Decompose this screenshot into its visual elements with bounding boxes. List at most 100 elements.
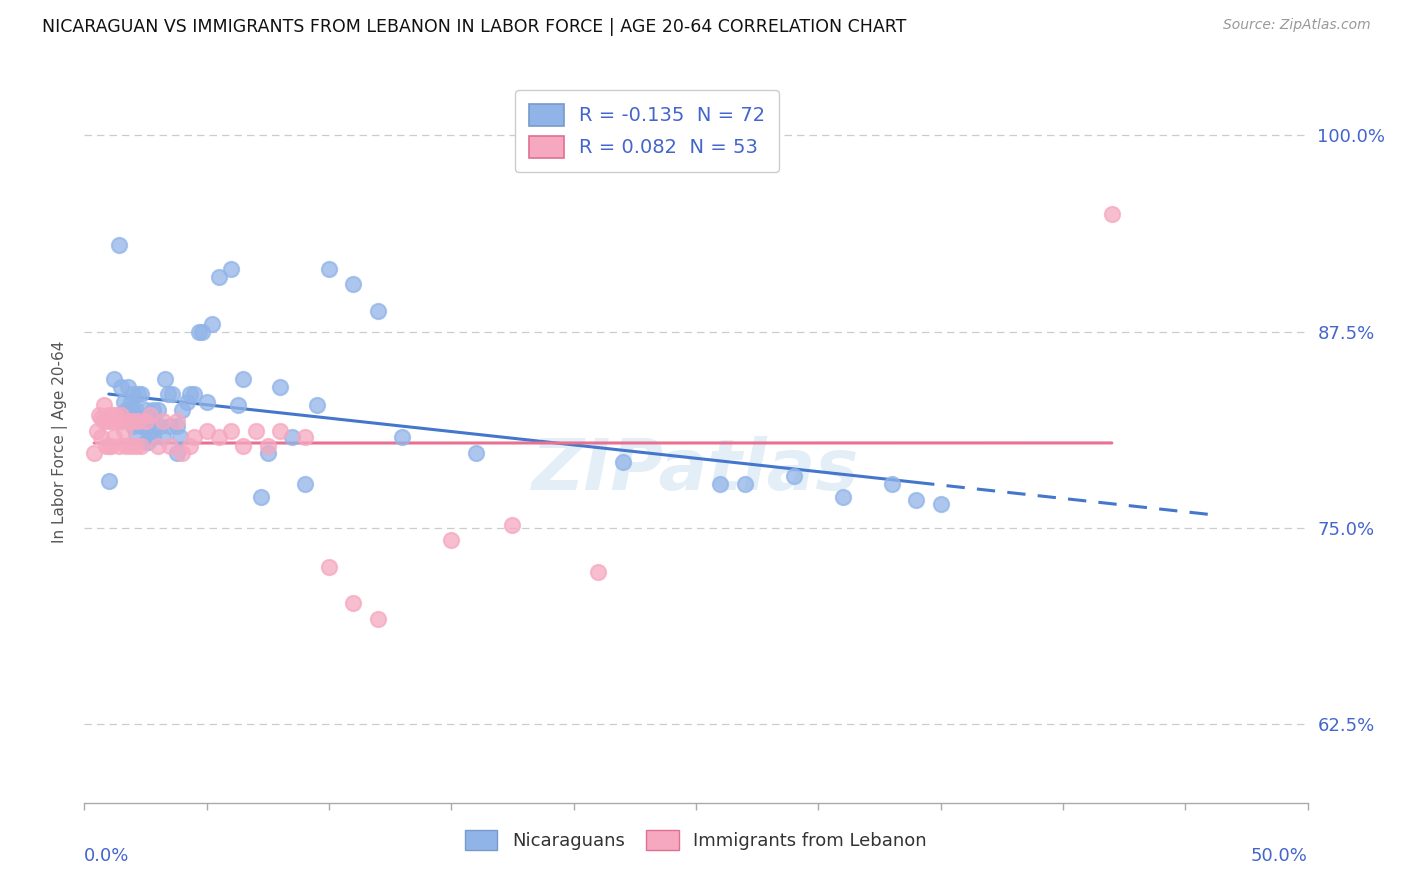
Point (294, 477, 316, 491)
Point (83, 445, 105, 459)
Point (142, 403, 165, 417)
Point (188, 325, 211, 339)
Point (107, 238, 129, 252)
Point (122, 414, 145, 428)
Point (153, 372, 176, 386)
Point (783, 469, 806, 483)
Point (208, 430, 231, 444)
Point (219, 261, 242, 276)
Point (112, 395, 135, 409)
Point (87, 408, 110, 422)
Point (257, 439, 280, 453)
Point (1101, 207, 1123, 221)
Point (100, 439, 122, 453)
Point (245, 424, 267, 438)
Point (117, 379, 139, 393)
Point (228, 398, 250, 412)
Point (294, 430, 316, 444)
Point (166, 445, 188, 459)
Point (156, 387, 179, 401)
Point (129, 439, 152, 453)
Point (129, 411, 152, 425)
Point (166, 414, 188, 428)
Point (135, 414, 157, 428)
Point (152, 430, 174, 444)
Point (318, 560, 340, 574)
Point (97, 474, 120, 488)
Point (195, 424, 218, 438)
Point (136, 434, 159, 449)
Point (127, 411, 149, 425)
Point (139, 408, 162, 422)
Point (152, 414, 174, 428)
Point (93, 414, 115, 428)
Point (135, 418, 157, 433)
Point (162, 387, 184, 401)
Point (269, 424, 291, 438)
Point (136, 411, 159, 425)
Point (120, 439, 142, 453)
Point (143, 418, 166, 433)
Point (90, 430, 112, 444)
Point (342, 277, 364, 292)
Point (110, 414, 132, 428)
Point (122, 387, 145, 401)
Point (200, 317, 222, 331)
Point (232, 439, 254, 453)
Point (195, 395, 218, 409)
Point (179, 387, 201, 401)
Point (93, 398, 115, 412)
Point (125, 403, 148, 417)
Point (127, 414, 149, 428)
Text: NICARAGUAN VS IMMIGRANTS FROM LEBANON IN LABOR FORCE | AGE 20-64 CORRELATION CHA: NICARAGUAN VS IMMIGRANTS FROM LEBANON IN… (42, 18, 907, 36)
Point (110, 408, 132, 422)
Text: ZIPatlas: ZIPatlas (533, 436, 859, 505)
Point (367, 304, 389, 318)
Point (502, 517, 524, 532)
Point (159, 439, 181, 453)
Point (115, 403, 138, 417)
Point (305, 398, 328, 412)
Point (172, 445, 194, 459)
Point (97, 408, 120, 422)
Legend: Nicaraguans, Immigrants from Lebanon: Nicaraguans, Immigrants from Lebanon (456, 821, 936, 859)
Point (112, 424, 135, 438)
Point (612, 455, 634, 469)
Point (120, 403, 142, 417)
Point (146, 403, 169, 417)
Point (734, 477, 756, 491)
Point (318, 261, 340, 276)
Point (880, 477, 903, 491)
Point (149, 418, 172, 433)
Point (132, 418, 155, 433)
Point (107, 439, 129, 453)
Point (135, 434, 157, 449)
Point (120, 395, 142, 409)
Point (183, 387, 205, 401)
Point (117, 414, 139, 428)
Point (342, 596, 364, 610)
Point (135, 403, 157, 417)
Point (105, 408, 128, 422)
Point (122, 418, 145, 433)
Point (191, 325, 214, 339)
Text: Source: ZipAtlas.com: Source: ZipAtlas.com (1223, 18, 1371, 32)
Point (115, 439, 138, 453)
Point (122, 411, 145, 425)
Point (905, 492, 928, 507)
Text: 0.0%: 0.0% (84, 847, 129, 865)
Point (146, 439, 169, 453)
Point (97, 439, 120, 453)
Point (831, 490, 853, 504)
Point (142, 430, 165, 444)
Point (86, 424, 108, 438)
Point (929, 497, 952, 511)
Point (169, 430, 191, 444)
Y-axis label: In Labor Force | Age 20-64: In Labor Force | Age 20-64 (52, 341, 67, 542)
Point (129, 418, 152, 433)
Point (232, 372, 254, 386)
Point (586, 565, 609, 579)
Point (100, 414, 122, 428)
Point (129, 387, 152, 401)
Point (367, 612, 389, 626)
